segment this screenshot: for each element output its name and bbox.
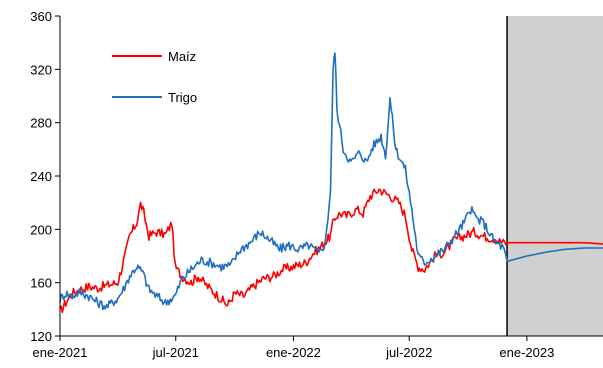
x-tick-label: ene-2023 [499, 345, 554, 360]
projection-shading [507, 16, 603, 336]
y-tick-label: 120 [30, 329, 52, 344]
legend: Maíz Trigo [112, 49, 197, 105]
y-tick-label: 160 [30, 276, 52, 291]
x-tick-label: jul-2022 [385, 345, 432, 360]
x-tick-label: ene-2022 [266, 345, 321, 360]
y-tick-label: 240 [30, 169, 52, 184]
axes: 120 160 200 240 280 320 360 ene-2021 jul-2021 ene… [30, 9, 603, 360]
y-tick-label: 320 [30, 62, 52, 77]
y-tick-label: 280 [30, 116, 52, 131]
series-layer [59, 52, 603, 314]
y-tick-label: 200 [30, 222, 52, 237]
x-tick-label: jul-2021 [152, 345, 199, 360]
legend-label-maiz: Maíz [168, 49, 196, 64]
series-line-maiz [59, 188, 603, 314]
legend-label-trigo: Trigo [168, 90, 197, 105]
series-line-trigo [59, 52, 603, 311]
projection-area [506, 16, 603, 336]
y-tick-label: 360 [30, 9, 52, 24]
x-tick-label: ene-2021 [33, 345, 88, 360]
